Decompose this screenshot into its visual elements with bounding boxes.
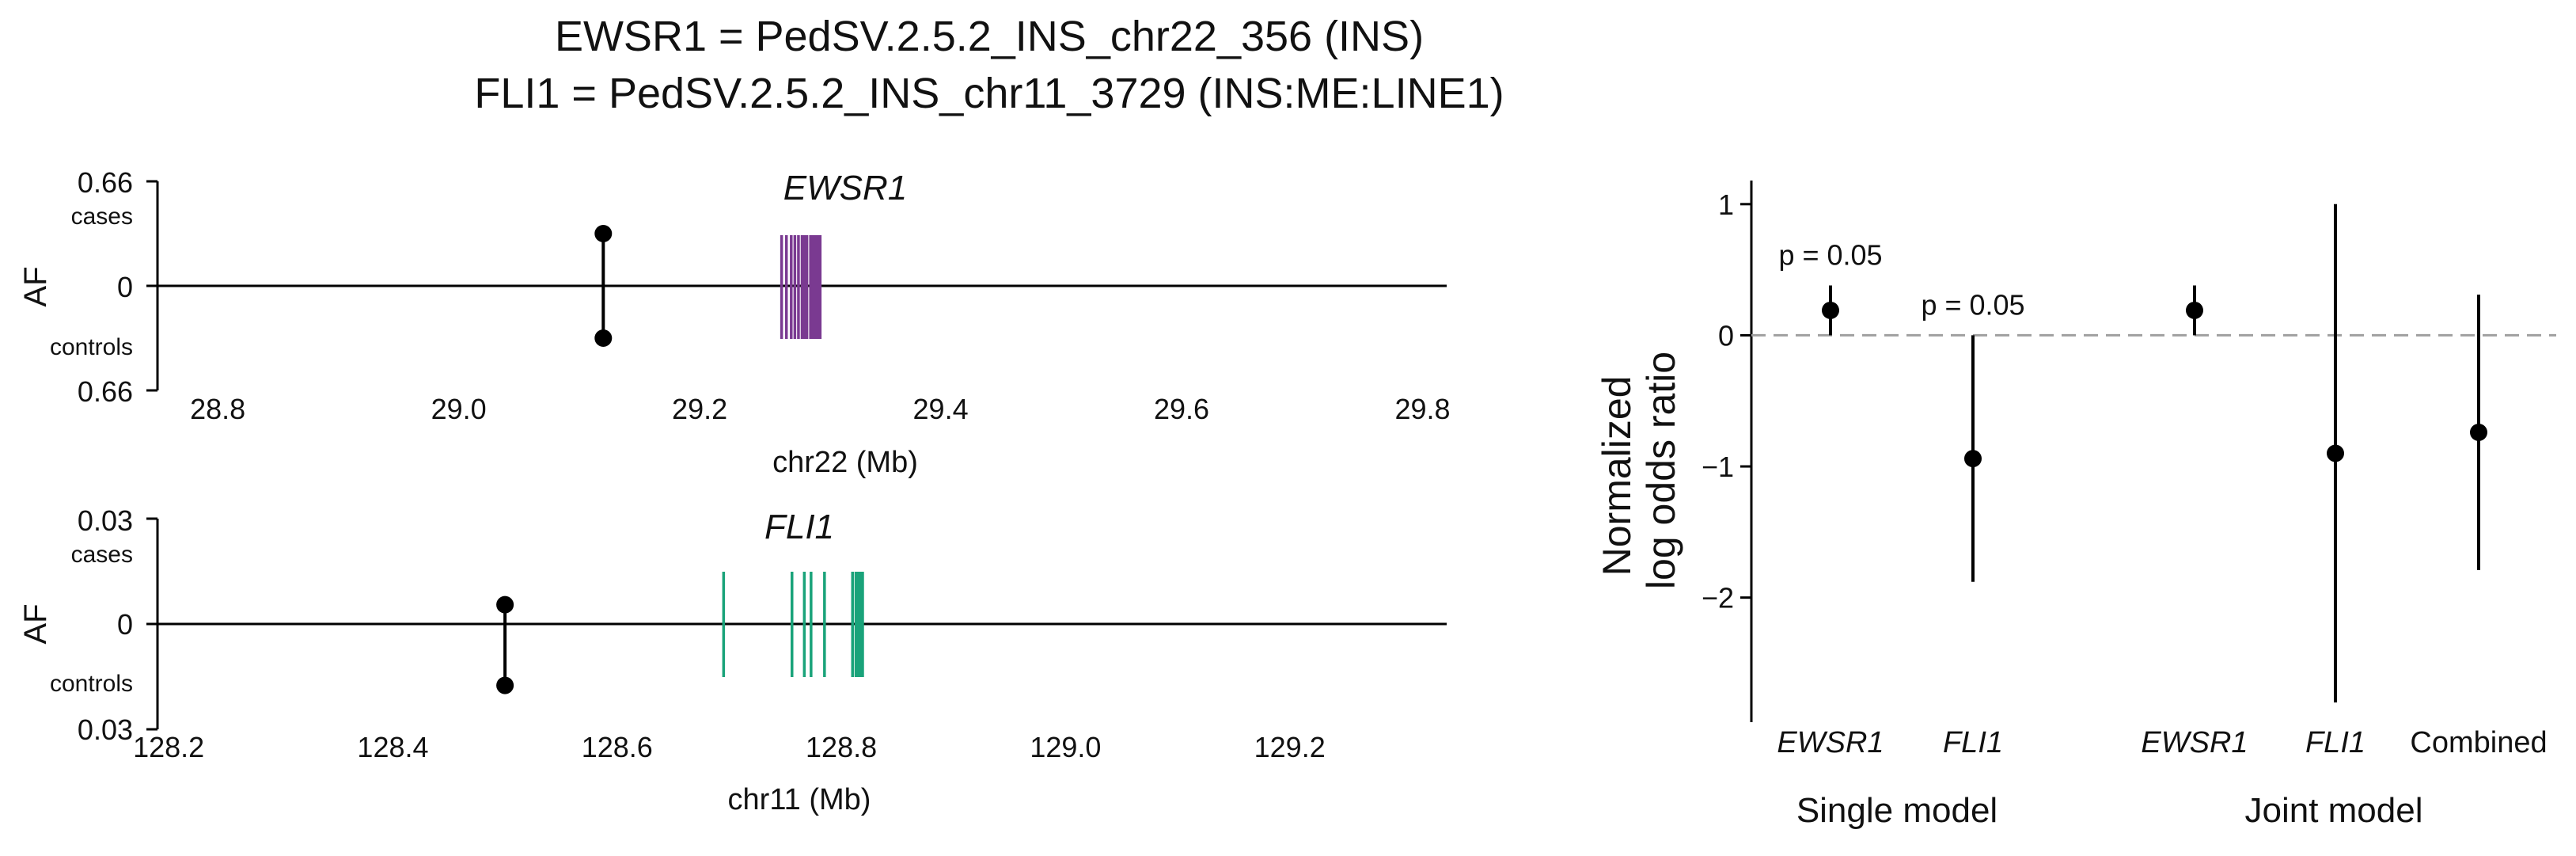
or-estimate-point: [2186, 301, 2203, 319]
ewsr1-xlabel: chr22 (Mb): [772, 446, 918, 479]
or-estimate-point: [1822, 301, 1839, 319]
fli1-xlabel: chr11 (Mb): [728, 783, 871, 816]
or-estimate-point: [1964, 450, 1982, 468]
ewsr1-ylabel: AF: [18, 266, 53, 306]
fli1-xtick-label: 128.4: [357, 731, 428, 763]
fli1-controls-label: controls: [50, 671, 133, 697]
ewsr1-ytick-top: 0.66: [78, 166, 133, 199]
or-category-label: EWSR1: [1777, 726, 1884, 759]
or-ylabel: Normalized log odds ratio: [1595, 352, 1683, 589]
single-model-group-label: Single model: [1796, 791, 1997, 830]
or-estimate-point: [2327, 444, 2344, 462]
ewsr1-gene-title: EWSR1: [783, 169, 907, 207]
fli1-xtick-label: 128.8: [806, 731, 877, 763]
figure-title-line2: FLI1 = PedSV.2.5.2_INS_chr11_3729 (INS:M…: [474, 70, 1504, 117]
odds-ratio-panel: Normalized log odds ratio Single model J…: [1595, 181, 2556, 830]
ewsr1-xtick-label: 29.0: [431, 393, 487, 425]
ewsr1-xtick-label: 28.8: [190, 393, 245, 425]
fli1-xtick-label: 128.2: [133, 731, 204, 763]
or-category-label: EWSR1: [2141, 726, 2248, 759]
fli1-variant-controls-point: [496, 676, 514, 694]
fli1-xtick-label: 129.2: [1254, 731, 1326, 763]
fli1-xtick-label: 129.0: [1030, 731, 1101, 763]
fli1-cases-label: cases: [71, 542, 133, 568]
ewsr1-af-panel: EWSR1 chr22 (Mb) AF 0.66 0 0.66 cases co…: [18, 166, 1451, 479]
fli1-ylabel: AF: [18, 603, 53, 644]
fli1-af-panel: FLI1 chr11 (Mb) AF 0.03 0 0.03 cases con…: [18, 504, 1447, 816]
ewsr1-xtick-label: 29.6: [1154, 393, 1209, 425]
fli1-xtick-label: 128.6: [582, 731, 653, 763]
ewsr1-xtick-label: 29.2: [672, 393, 727, 425]
figure-title-line1: EWSR1 = PedSV.2.5.2_INS_chr22_356 (INS): [555, 13, 1424, 60]
or-ylabel-line1: Normalized: [1595, 376, 1639, 576]
fli1-ytick-top: 0.03: [78, 504, 133, 537]
ewsr1-ytick-zero: 0: [117, 271, 133, 303]
or-category-label: FLI1: [2305, 726, 2365, 759]
or-ytick-label: 0: [1718, 319, 1734, 352]
or-ytick-label: −2: [1702, 582, 1734, 614]
or-estimate-point: [2470, 423, 2487, 441]
ewsr1-cases-label: cases: [71, 204, 133, 230]
fli1-ytick-bottom: 0.03: [78, 713, 133, 746]
fli1-variant-cases-point: [496, 595, 514, 614]
ewsr1-variant-cases-point: [594, 225, 613, 242]
ewsr1-xtick-label: 29.4: [913, 393, 969, 425]
or-ytick-label: −1: [1702, 451, 1734, 483]
or-ylabel-line2: log odds ratio: [1639, 352, 1683, 589]
ewsr1-controls-label: controls: [50, 334, 133, 360]
or-ytick-label: 1: [1718, 188, 1734, 221]
joint-model-group-label: Joint model: [2244, 791, 2422, 830]
or-pvalue-annotation: p = 0.05: [1921, 288, 2024, 321]
ewsr1-ytick-bottom: 0.66: [78, 375, 133, 408]
fli1-ytick-zero: 0: [117, 608, 133, 641]
or-pvalue-annotation: p = 0.05: [1778, 238, 1882, 271]
or-category-label: Combined: [2410, 726, 2547, 759]
ewsr1-variant-controls-point: [594, 329, 613, 347]
ewsr1-xtick-label: 29.8: [1395, 393, 1451, 425]
fli1-gene-title: FLI1: [764, 508, 834, 546]
or-category-label: FLI1: [1943, 726, 2003, 759]
